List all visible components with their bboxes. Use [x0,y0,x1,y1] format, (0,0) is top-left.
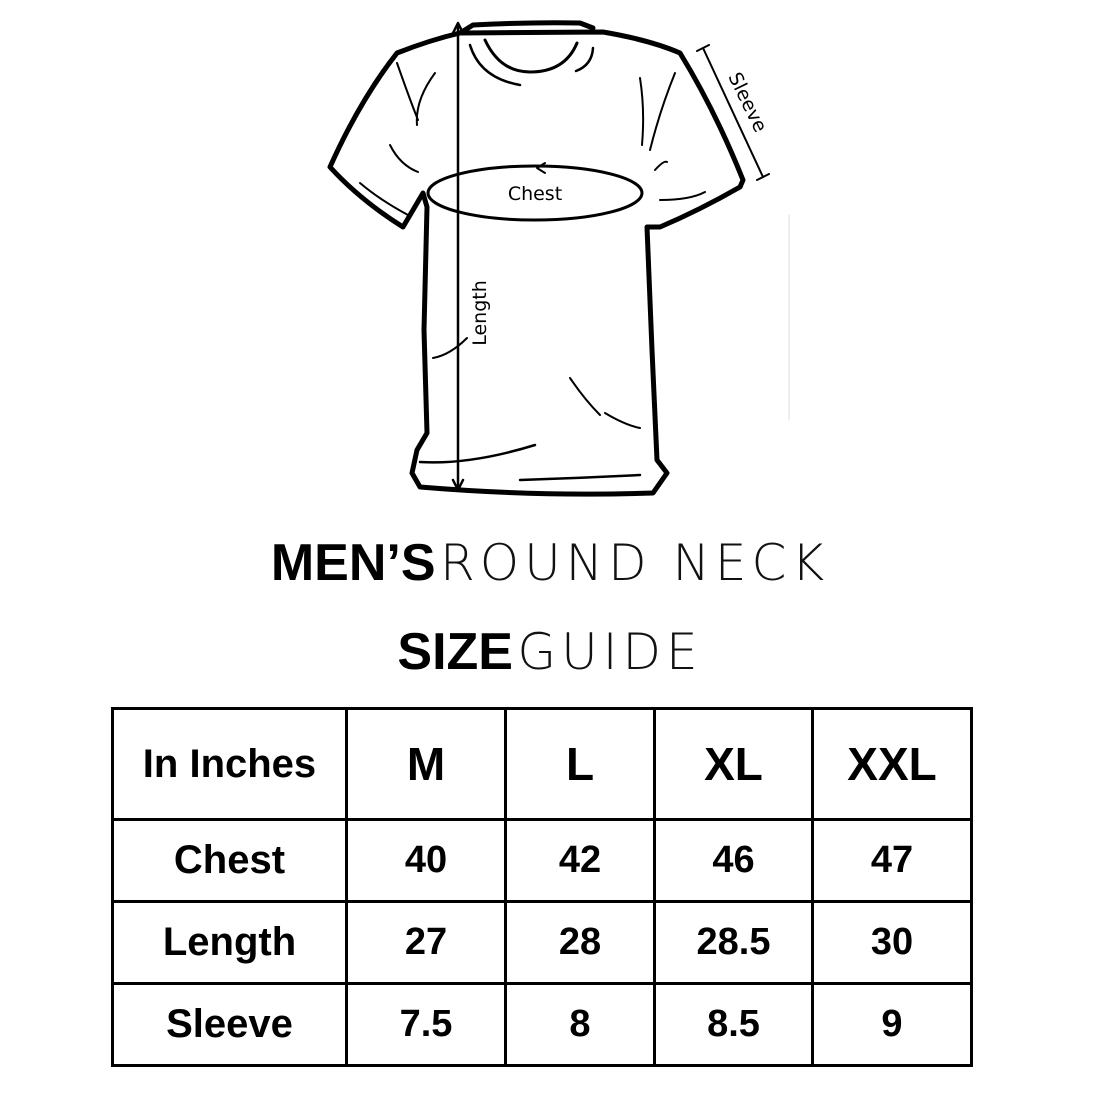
table-cell: 27 [345,900,507,985]
header-unit: In Inches [111,707,348,821]
sleeve-arrow [702,47,764,178]
title-line-2: SIZE GUIDE [0,626,1100,678]
table-cell: 8.5 [653,982,814,1067]
header-size-xl: XL [653,707,814,821]
table-cell: 8 [504,982,656,1067]
table-cell: 46 [653,818,814,903]
table-header-row: In Inches M L XL XXL [111,707,973,821]
title-line-1: MEN’S ROUND NECK [0,537,1100,589]
header-size-l: L [504,707,656,821]
header-size-m: M [345,707,507,821]
title-guide: GUIDE [517,623,703,681]
chest-measure-ellipse [426,164,644,222]
collar-inner [483,38,579,74]
hem-line [418,443,642,482]
row-label: Chest [111,818,348,903]
title-size: SIZE [397,623,513,681]
chest-arrow-head [536,162,546,174]
row-label: Sleeve [111,982,348,1067]
chest-label: Chest [508,183,562,205]
row-label: Length [111,900,348,985]
length-label: Length [469,280,491,346]
sleeve-arrow-caps [696,44,770,181]
table-cell: 28 [504,900,656,985]
table-cell: 47 [811,818,973,903]
collar-outer [468,43,595,87]
length-arrow-heads [451,21,465,492]
table-cell: 28.5 [653,900,814,985]
tshirt-diagram: Chest Length Sleeve [327,20,790,497]
table-cell: 7.5 [345,982,507,1067]
header-size-xxl: XXL [811,707,973,821]
table-cell: 40 [345,818,507,903]
title-round-neck: ROUND NECK [439,534,830,592]
table-cell: 9 [811,982,973,1067]
table-row-length: Length 27 28 28.5 30 [111,900,973,985]
shirt-outline [327,20,746,497]
sleeve-label: Sleeve [724,69,772,136]
fold-lines [359,62,706,429]
table-row-sleeve: Sleeve 7.5 8 8.5 9 [111,982,973,1067]
table-cell: 30 [811,900,973,985]
table-cell: 42 [504,818,656,903]
size-table: In Inches M L XL XXL Chest 40 42 46 47 L… [111,707,973,1067]
title-mens: MEN’S [270,534,436,592]
table-row-chest: Chest 40 42 46 47 [111,818,973,903]
